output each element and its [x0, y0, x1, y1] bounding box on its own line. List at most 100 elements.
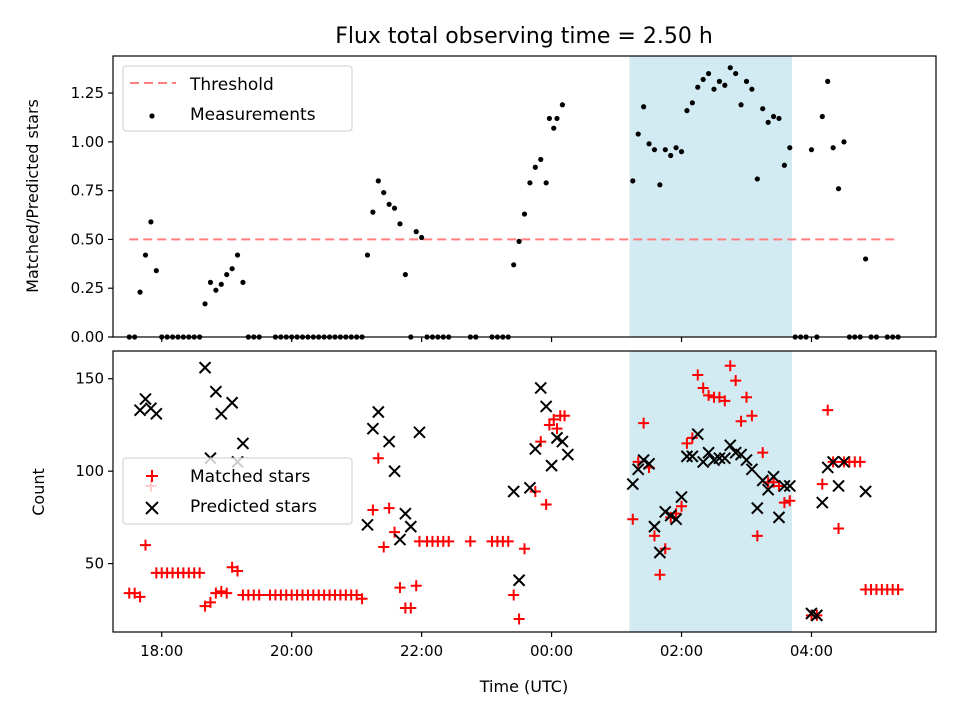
bottom-y-tick-label: 100	[75, 462, 104, 480]
measurement-point	[551, 125, 557, 131]
matched-star-point	[548, 413, 560, 425]
measurement-point	[218, 281, 224, 287]
measurement-point	[808, 147, 815, 153]
measurement-point	[538, 156, 544, 163]
matched-star-point	[367, 504, 379, 516]
measurement-point	[678, 149, 685, 155]
predicted-star-point	[859, 485, 872, 498]
matched-star-point	[697, 382, 709, 394]
measurement-point	[546, 115, 553, 122]
matched-star-point	[638, 417, 650, 429]
measurement-point	[695, 84, 701, 90]
top-y-tick-label: 0.25	[71, 279, 104, 297]
bottom-x-ticks: 18:00 20:00 22:00 00:00 02:00 04:00	[140, 632, 833, 660]
matched-star-points	[123, 360, 904, 625]
matched-star-point	[648, 530, 660, 542]
matched-star-point	[854, 456, 866, 468]
predicted-star-point	[404, 520, 418, 533]
measurement-point	[381, 189, 387, 196]
legend-threshold-label: Threshold	[189, 75, 274, 95]
matched-star-point	[443, 535, 455, 547]
measurement-point	[754, 176, 760, 182]
matched-star-point	[751, 530, 763, 542]
predicted-star-point	[393, 533, 407, 546]
measurement-point	[743, 78, 750, 84]
matched-star-point	[627, 513, 639, 525]
predicted-star-point	[826, 455, 840, 469]
top-y-tick-label: 1.25	[71, 84, 104, 102]
top-y-tick-label: 0.75	[71, 182, 104, 200]
measurement-point	[738, 102, 744, 108]
matched-star-point	[724, 360, 736, 372]
predicted-star-point	[837, 455, 851, 469]
predicted-star-point	[686, 450, 699, 463]
bottom-x-tick-label: 04:00	[790, 642, 833, 660]
measurement-point	[760, 106, 766, 112]
matched-star-point	[703, 389, 715, 401]
measurement-point	[781, 162, 787, 168]
measurement-point	[776, 115, 782, 122]
predicted-star-point	[512, 574, 526, 587]
matched-star-point	[659, 543, 671, 555]
matched-star-point	[540, 498, 552, 510]
matched-star-point	[519, 543, 530, 555]
matched-star-point	[139, 539, 151, 551]
measurement-point	[213, 287, 219, 293]
matched-star-point	[654, 569, 666, 581]
matched-star-point	[502, 535, 514, 547]
matched-star-point	[784, 495, 796, 507]
bottom-y-axis-label: Count	[29, 468, 48, 516]
predicted-star-point	[642, 457, 656, 470]
predicted-star-point	[550, 431, 564, 445]
legend-measurements-label: Measurements	[190, 105, 316, 125]
measurement-point	[391, 205, 398, 211]
predicted-star-point	[832, 479, 845, 493]
bottom-x-tick-label: 02:00	[660, 642, 703, 660]
predicted-star-point	[669, 513, 683, 526]
predicted-star-point	[751, 501, 764, 515]
predicted-star-point	[778, 479, 791, 493]
predicted-star-point	[556, 435, 569, 448]
predicted-star-point	[675, 490, 688, 504]
measurement-point	[142, 252, 149, 258]
measurement-point	[700, 76, 706, 83]
bottom-x-tick-label: 20:00	[270, 642, 313, 660]
bottom-x-axis-label: Time (UTC)	[479, 677, 568, 696]
top-y-tick-label: 0.50	[71, 230, 104, 248]
predicted-star-point	[361, 518, 374, 531]
matched-star-point	[535, 436, 547, 448]
predicted-star-point	[740, 453, 753, 467]
measurement-point	[554, 115, 560, 122]
matched-star-point	[389, 526, 401, 538]
matched-star-point	[215, 585, 227, 597]
matched-star-point	[356, 593, 368, 605]
bottom-x-tick-label: 22:00	[400, 642, 443, 660]
predicted-star-point	[626, 477, 639, 491]
bottom-y-tick-label: 150	[75, 370, 104, 388]
legend-measurements-swatch	[149, 113, 155, 119]
predicted-star-point	[225, 396, 239, 409]
predicted-star-point	[653, 546, 667, 559]
predicted-star-point	[133, 403, 147, 417]
measurement-point	[830, 145, 836, 151]
predicted-star-point	[507, 485, 520, 498]
predicted-star-point	[139, 392, 152, 406]
matched-star-point	[892, 583, 904, 595]
predicted-star-point	[413, 426, 426, 439]
measurement-point	[641, 104, 647, 110]
matched-star-point	[543, 419, 555, 431]
predicted-star-point	[637, 453, 650, 467]
predicted-star-point	[718, 452, 732, 465]
matched-star-point	[253, 589, 265, 601]
matched-star-point	[221, 587, 233, 599]
measurement-point	[516, 238, 522, 244]
bottom-axes-frame	[112, 350, 937, 633]
matched-star-point	[559, 410, 571, 422]
predicted-star-point	[810, 609, 824, 622]
matched-star-point	[551, 423, 563, 435]
measurement-point	[635, 131, 641, 137]
measurement-point	[657, 182, 663, 188]
legend-predicted-swatch	[145, 501, 159, 515]
top-axes-frame	[112, 55, 937, 338]
